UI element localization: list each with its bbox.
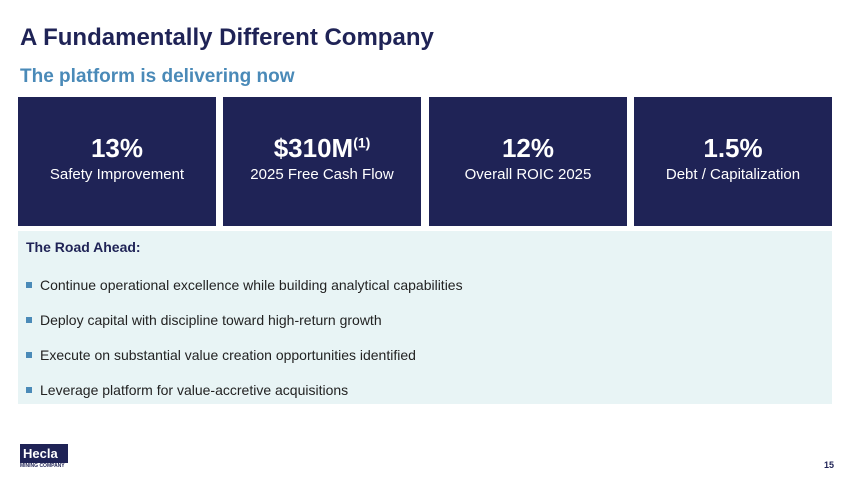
road-ahead: The Road Ahead: Continue operational exc… <box>18 231 832 404</box>
logo-sub: MINING COMPANY <box>20 463 65 469</box>
metric-value: 13% <box>18 133 216 164</box>
metric-value: 12% <box>429 133 627 164</box>
metric-number: 13% <box>90 133 144 163</box>
title: A Fundamentally Different Company <box>20 24 434 51</box>
metric-number: $310M <box>273 133 354 163</box>
metric-number: 1.5% <box>703 133 763 163</box>
metric-value: 1.5% <box>634 133 832 164</box>
bullet: Deploy capital with discipline toward hi… <box>26 312 382 328</box>
road-title: The Road Ahead: <box>26 239 141 255</box>
bullet: Continue operational excellence while bu… <box>26 277 463 293</box>
metric-card: 13% Safety Improvement <box>18 97 216 226</box>
metric-number: 12% <box>501 133 555 163</box>
logo-text: Hecla <box>20 444 68 463</box>
metric-card: 1.5% Debt / Capitalization <box>634 97 832 226</box>
metric-card: 12% Overall ROIC 2025 <box>429 97 627 226</box>
metric-label: Safety Improvement <box>49 166 185 183</box>
bullet: Execute on substantial value creation op… <box>26 347 416 363</box>
metric-value: $310M(1) <box>223 133 421 164</box>
bullet: Leverage platform for value-accretive ac… <box>26 382 348 398</box>
subtitle: The platform is delivering now <box>20 66 295 87</box>
metric-label: Debt / Capitalization <box>665 166 801 183</box>
metric-label: Overall ROIC 2025 <box>464 166 592 183</box>
logo: Hecla MINING COMPANY <box>20 444 68 469</box>
page-number: 15 <box>824 460 835 470</box>
metric-card: $310M(1) 2025 Free Cash Flow <box>223 97 421 226</box>
footnote: (1) <box>353 134 371 151</box>
metric-label: 2025 Free Cash Flow <box>250 166 394 183</box>
